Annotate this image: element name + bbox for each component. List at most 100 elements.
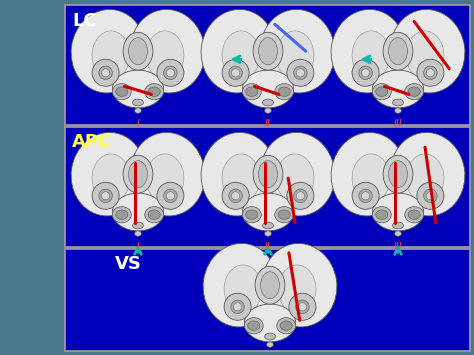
Circle shape xyxy=(417,182,444,209)
Ellipse shape xyxy=(258,161,277,188)
Text: APC: APC xyxy=(72,133,112,151)
Ellipse shape xyxy=(148,87,160,97)
Ellipse shape xyxy=(392,99,403,106)
Ellipse shape xyxy=(408,210,420,219)
Ellipse shape xyxy=(133,222,144,229)
Circle shape xyxy=(164,66,177,80)
Circle shape xyxy=(294,189,307,203)
Ellipse shape xyxy=(246,210,258,219)
Ellipse shape xyxy=(331,132,406,216)
Ellipse shape xyxy=(245,318,263,334)
Ellipse shape xyxy=(123,32,153,70)
Ellipse shape xyxy=(116,87,128,97)
Ellipse shape xyxy=(276,154,314,203)
Circle shape xyxy=(157,182,184,209)
Ellipse shape xyxy=(112,83,131,100)
Circle shape xyxy=(92,59,119,86)
Ellipse shape xyxy=(263,244,337,327)
Circle shape xyxy=(99,66,112,80)
Circle shape xyxy=(92,182,119,209)
Ellipse shape xyxy=(395,108,401,113)
Ellipse shape xyxy=(135,108,141,113)
Ellipse shape xyxy=(383,32,413,70)
Circle shape xyxy=(222,182,249,209)
Ellipse shape xyxy=(395,231,401,236)
Circle shape xyxy=(296,69,304,77)
Ellipse shape xyxy=(261,272,280,299)
Circle shape xyxy=(166,192,174,200)
Circle shape xyxy=(352,59,379,86)
Circle shape xyxy=(224,293,251,320)
Circle shape xyxy=(298,303,307,311)
Circle shape xyxy=(232,192,240,200)
Ellipse shape xyxy=(253,32,283,70)
Circle shape xyxy=(362,69,370,77)
Ellipse shape xyxy=(263,99,273,106)
Ellipse shape xyxy=(278,210,290,219)
Ellipse shape xyxy=(376,87,388,97)
Ellipse shape xyxy=(278,87,290,97)
Ellipse shape xyxy=(389,161,408,188)
Ellipse shape xyxy=(266,342,273,347)
Text: II: II xyxy=(265,242,271,252)
Ellipse shape xyxy=(128,38,147,65)
Ellipse shape xyxy=(331,10,406,93)
FancyBboxPatch shape xyxy=(65,5,470,125)
Ellipse shape xyxy=(264,333,275,340)
Ellipse shape xyxy=(112,207,131,223)
Ellipse shape xyxy=(389,38,408,65)
Ellipse shape xyxy=(222,154,260,203)
Text: I: I xyxy=(137,119,139,129)
Circle shape xyxy=(101,69,109,77)
Ellipse shape xyxy=(242,83,261,100)
Ellipse shape xyxy=(255,266,285,304)
Ellipse shape xyxy=(373,207,391,223)
Ellipse shape xyxy=(408,87,420,97)
Ellipse shape xyxy=(92,154,130,203)
Text: II: II xyxy=(265,119,271,129)
Ellipse shape xyxy=(92,31,130,80)
Text: III: III xyxy=(394,119,402,129)
Ellipse shape xyxy=(242,70,294,108)
Ellipse shape xyxy=(222,31,260,80)
Circle shape xyxy=(166,69,174,77)
Text: I: I xyxy=(137,242,139,252)
Circle shape xyxy=(229,189,242,203)
Ellipse shape xyxy=(203,244,277,327)
Ellipse shape xyxy=(135,231,141,236)
Ellipse shape xyxy=(245,304,296,342)
Circle shape xyxy=(359,66,373,80)
Ellipse shape xyxy=(275,83,294,100)
Ellipse shape xyxy=(242,207,261,223)
Ellipse shape xyxy=(405,207,424,223)
FancyBboxPatch shape xyxy=(65,127,470,247)
Ellipse shape xyxy=(261,132,335,216)
Circle shape xyxy=(234,303,242,311)
Circle shape xyxy=(294,66,307,80)
Circle shape xyxy=(424,66,437,80)
Ellipse shape xyxy=(264,108,272,113)
Circle shape xyxy=(157,59,184,86)
Ellipse shape xyxy=(376,210,388,219)
Ellipse shape xyxy=(246,87,258,97)
Ellipse shape xyxy=(352,31,390,80)
Ellipse shape xyxy=(130,132,205,216)
Circle shape xyxy=(164,189,177,203)
Ellipse shape xyxy=(133,99,144,106)
Ellipse shape xyxy=(277,318,296,334)
Ellipse shape xyxy=(146,31,184,80)
Circle shape xyxy=(232,69,240,77)
Ellipse shape xyxy=(146,154,184,203)
Ellipse shape xyxy=(148,210,160,219)
Ellipse shape xyxy=(258,38,277,65)
Circle shape xyxy=(99,189,112,203)
FancyBboxPatch shape xyxy=(65,249,470,351)
Circle shape xyxy=(289,293,316,320)
Ellipse shape xyxy=(352,154,390,203)
Ellipse shape xyxy=(406,154,444,203)
Circle shape xyxy=(101,192,109,200)
Ellipse shape xyxy=(201,10,275,93)
Circle shape xyxy=(362,192,370,200)
Text: LC: LC xyxy=(72,12,97,30)
Ellipse shape xyxy=(201,132,275,216)
